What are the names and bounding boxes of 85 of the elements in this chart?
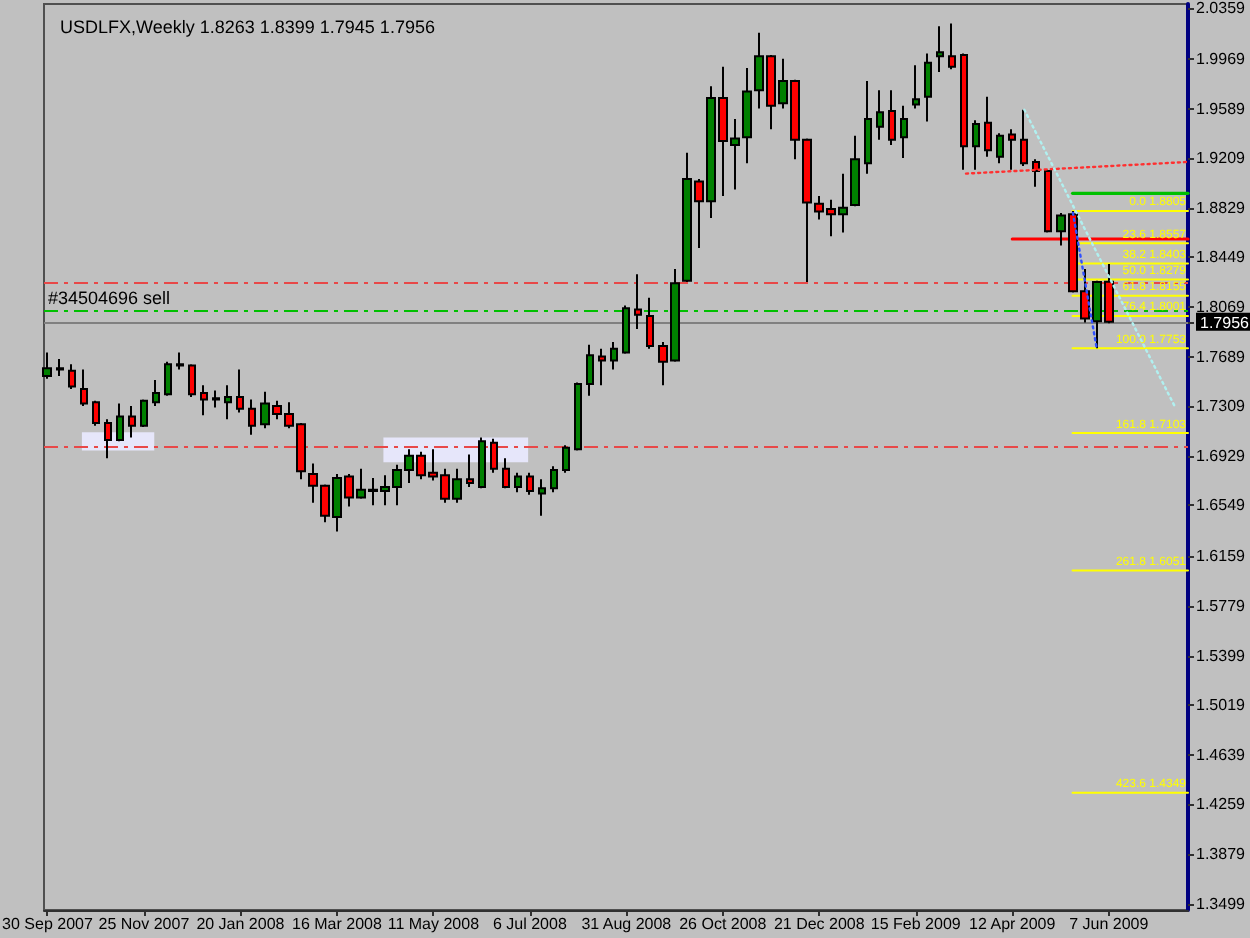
x-tick-label: 30 Sep 2007 [2,915,94,933]
candlestick [646,296,654,350]
y-tick-label: 1.4639 [1196,745,1247,764]
candlestick [864,80,872,175]
x-tick-label: 16 Mar 2008 [291,915,383,933]
y-tick-label: 1.6159 [1196,547,1247,566]
candlestick [116,402,124,443]
x-tick-label: 7 Jun 2009 [1069,915,1150,933]
candlestick [562,444,570,474]
x-tick-label: 15 Feb 2009 [870,915,962,933]
candlestick [912,64,920,110]
y-tick-label: 1.7689 [1196,347,1247,366]
candlestick [164,360,172,397]
y-tick-label: 1.8069 [1196,298,1247,316]
candlestick [80,368,88,408]
x-tick-label: 11 May 2008 [387,915,481,933]
candlestick [236,368,244,414]
candlestick [128,405,136,439]
candlestick [478,436,486,490]
candlestick [876,89,884,141]
candlestick [466,453,474,489]
candlestick [56,358,64,378]
y-tick-label: 1.8829 [1196,198,1247,217]
candlestick [598,347,606,387]
y-tick-label: 1.7956 [1200,313,1250,332]
y-tick-label: 1.6929 [1196,446,1247,465]
candlestick [984,95,992,158]
candlestick [140,398,148,428]
candlestick [224,384,232,421]
candlestick [972,119,980,171]
y-tick-label: 1.3879 [1196,845,1247,863]
y-tick-label: 1.4259 [1196,795,1247,814]
candlestick [212,389,220,409]
candlestick [490,437,498,474]
x-tick-label: 25 Nov 2007 [98,915,191,933]
x-tick-label: 12 Apr 2009 [969,915,1057,933]
candlestick [92,399,100,427]
ref-line-label: #34504696 sell [48,287,171,308]
candlestick [1008,128,1016,171]
candlestick [948,22,956,71]
y-tick-label: 1.9969 [1196,49,1247,68]
y-tick-label: 1.3499 [1196,894,1247,913]
candlestick [574,381,582,452]
x-tick-label: 20 Jan 2008 [196,915,286,933]
candlestick [900,104,908,160]
candlestick [42,351,52,380]
x-tick-label: 21 Dec 2008 [773,915,866,933]
candlestick [188,363,196,398]
candlestick [514,471,522,494]
x-tick-label: 26 Oct 2008 [679,915,768,933]
candlestick [1032,158,1040,188]
y-tick-label: 1.5399 [1196,646,1247,665]
y-tick-label: 1.5779 [1196,596,1247,615]
candlestick [850,134,860,208]
candlestick [248,398,256,436]
candlestick [502,457,510,490]
y-tick-label: 1.8449 [1196,248,1247,267]
y-tick-label: 1.9589 [1196,99,1247,118]
candlestick [586,343,594,397]
candlestick [996,132,1004,165]
y-tick-label: 1.5019 [1196,696,1247,715]
candlestick [924,52,932,123]
y-tick-label: 1.6549 [1196,496,1247,515]
x-tick-label: 6 Jul 2008 [492,915,568,933]
candlestick [960,52,968,171]
candlestick [936,25,944,73]
candlestick [200,384,208,417]
candlestick [104,418,112,460]
candlestick [622,304,630,355]
candlestick [1044,168,1052,234]
candlestick [610,341,618,371]
candlestick [550,465,558,494]
candlestick [634,273,642,331]
candlestick [152,378,160,408]
y-tick-label: 2.0359 [1196,0,1247,18]
y-tick-label: 1.9209 [1196,149,1247,168]
candlestick [176,351,184,371]
candlestick [526,471,534,496]
text: USDLFX,Weekly 1.8263 1.8399 1.7945 1.7956 [60,17,435,37]
x-tick-label: 31 Aug 2008 [581,915,673,933]
candlestick [1020,108,1028,167]
y-tick-label: 1.7309 [1196,397,1247,416]
candlestick [68,363,76,391]
candlestick [538,478,546,517]
candlestick [888,89,896,146]
